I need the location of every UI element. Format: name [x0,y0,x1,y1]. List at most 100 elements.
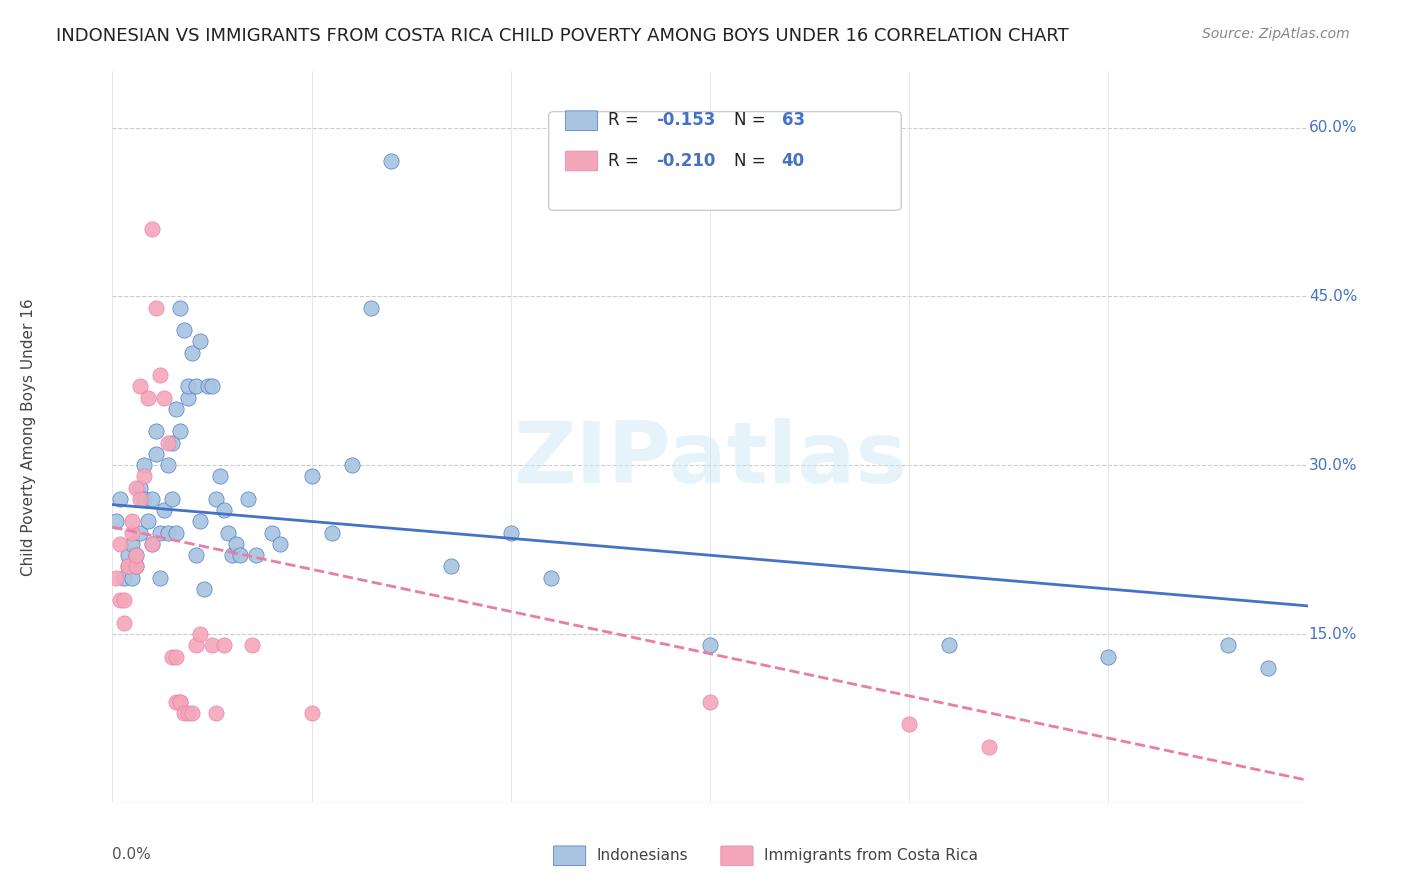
Point [138,515,160,529]
Point [240,638,263,652]
Point [217,525,239,540]
Point [177,391,200,405]
Text: 63: 63 [782,112,804,129]
Point [540,571,562,585]
Point [125,548,148,562]
Point [245,548,267,562]
Point [236,491,259,506]
Point [134,469,156,483]
Text: Immigrants from Costa Rica: Immigrants from Costa Rica [763,848,977,863]
Point [221,548,243,562]
Text: Indonesians: Indonesians [596,848,688,863]
Point [260,525,283,540]
Text: 40: 40 [782,153,804,170]
Point [301,706,323,720]
Point [360,301,382,315]
Point [169,694,191,708]
Text: R =: R = [609,153,644,170]
Text: 45.0%: 45.0% [1309,289,1357,304]
Point [188,515,211,529]
Point [157,435,180,450]
Text: Source: ZipAtlas.com: Source: ZipAtlas.com [1202,27,1350,41]
Point [177,706,200,720]
Point [105,571,128,585]
Point [105,515,128,529]
Point [114,615,135,630]
Point [134,491,156,506]
FancyBboxPatch shape [548,112,901,211]
Text: ZIPatlas: ZIPatlas [513,417,907,500]
Point [212,638,235,652]
Point [121,525,143,540]
Point [114,593,135,607]
Point [205,491,228,506]
Point [225,537,247,551]
Point [149,571,172,585]
Point [699,638,721,652]
Point [117,548,139,562]
Point [141,537,163,551]
Point [121,515,143,529]
Text: N =: N = [734,112,770,129]
Point [145,425,167,439]
Point [134,458,156,473]
Point [162,435,183,450]
Point [269,537,291,551]
Text: 60.0%: 60.0% [1309,120,1357,135]
Point [110,491,132,506]
Point [186,638,208,652]
FancyBboxPatch shape [565,111,598,130]
Text: -0.210: -0.210 [657,153,716,170]
Text: 30.0%: 30.0% [1309,458,1357,473]
Point [141,491,163,506]
Point [321,525,343,540]
Point [125,481,148,495]
Point [188,334,211,349]
Point [165,401,187,416]
Point [129,525,152,540]
Point [153,503,176,517]
Point [125,548,148,562]
Point [186,379,208,393]
Point [114,571,135,585]
Point [977,739,1000,754]
Point [177,379,200,393]
Point [699,694,721,708]
Point [138,391,160,405]
Point [938,638,960,652]
Point [181,706,204,720]
Point [165,694,187,708]
Point [125,559,148,574]
FancyBboxPatch shape [721,846,754,866]
Point [188,627,211,641]
Point [110,593,132,607]
Point [149,368,172,383]
Point [380,154,402,169]
Point [165,649,187,664]
Point [186,548,208,562]
Point [205,706,228,720]
Point [1097,649,1119,664]
Point [117,559,139,574]
Point [141,537,163,551]
Text: R =: R = [609,112,644,129]
Point [181,345,204,359]
Point [201,638,224,652]
Point [193,582,215,596]
Point [169,694,191,708]
Text: Child Poverty Among Boys Under 16: Child Poverty Among Boys Under 16 [21,298,37,576]
Point [145,301,167,315]
Point [125,559,148,574]
Point [165,525,187,540]
Point [197,379,219,393]
Text: N =: N = [734,153,770,170]
FancyBboxPatch shape [554,846,586,866]
FancyBboxPatch shape [565,151,598,171]
Point [121,537,143,551]
Text: INDONESIAN VS IMMIGRANTS FROM COSTA RICA CHILD POVERTY AMONG BOYS UNDER 16 CORRE: INDONESIAN VS IMMIGRANTS FROM COSTA RICA… [56,27,1069,45]
Point [212,503,235,517]
Point [162,491,183,506]
Point [157,458,180,473]
Point [169,425,191,439]
Point [141,222,163,236]
